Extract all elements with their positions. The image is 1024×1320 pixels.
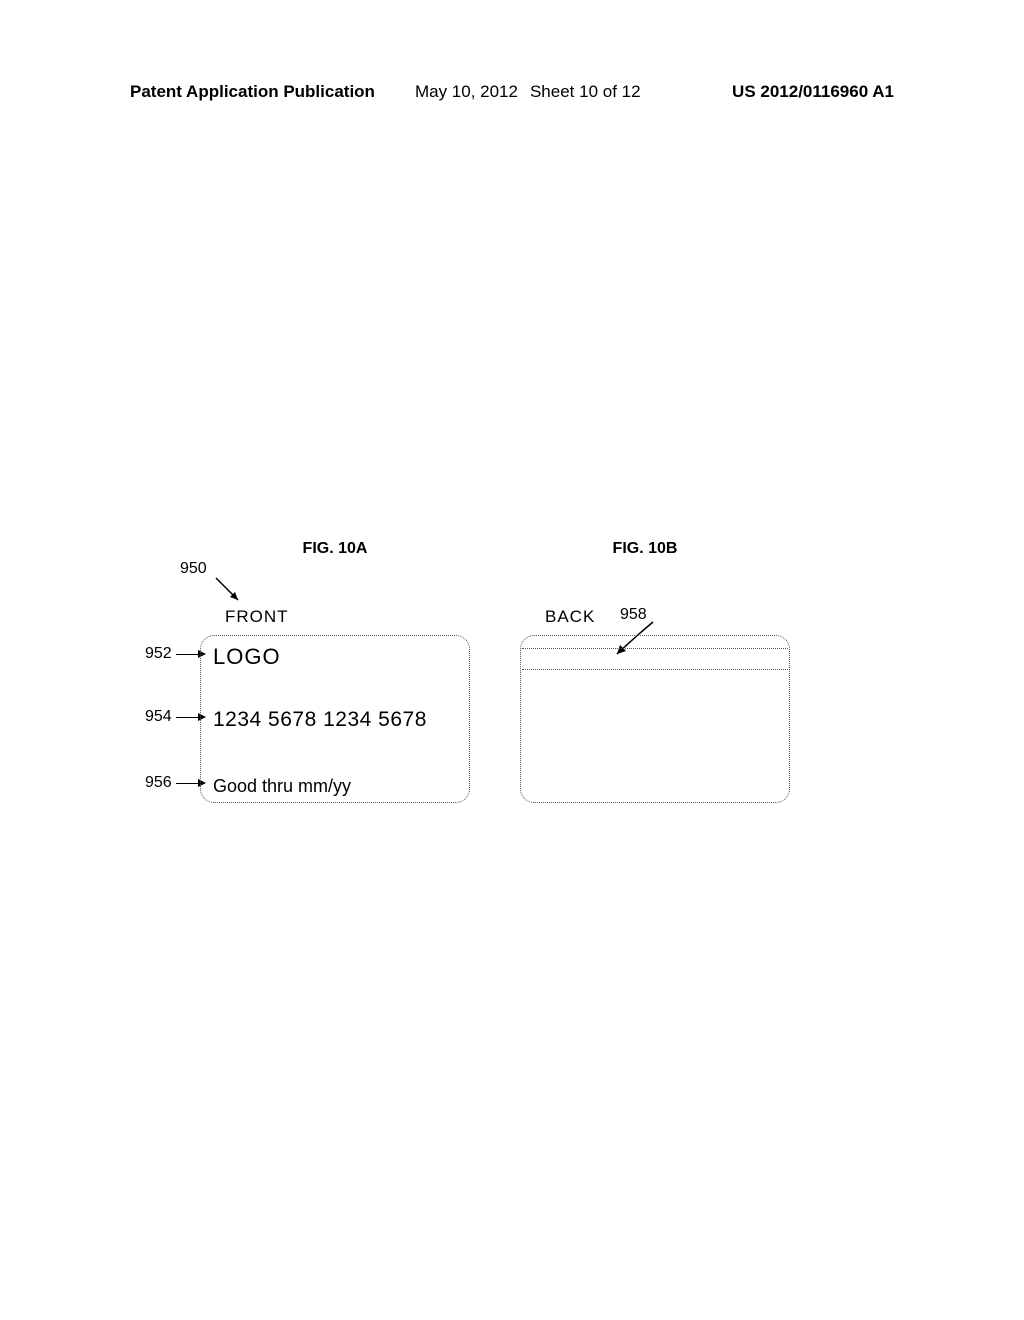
card-front: LOGO 1234 5678 1234 5678 Good thru mm/yy	[200, 635, 470, 803]
ref-956-leader	[176, 783, 198, 784]
ref-954-leader	[176, 717, 198, 718]
ref-950: 950	[180, 560, 211, 578]
figure-10b-title: FIG. 10B	[585, 540, 705, 558]
publication-date: May 10, 2012	[415, 82, 518, 102]
back-label: BACK	[545, 607, 595, 627]
publication-label: Patent Application Publication	[130, 82, 375, 102]
card-back	[520, 635, 790, 803]
ref-950-number: 950	[180, 560, 207, 578]
ref-950-arrow	[216, 578, 244, 606]
figure-10a-title: FIG. 10A	[275, 540, 395, 558]
card-logo: LOGO	[213, 644, 281, 670]
front-label: FRONT	[225, 607, 289, 627]
card-number: 1234 5678 1234 5678	[213, 708, 427, 732]
ref-954-number: 954	[145, 708, 172, 726]
card-magstripe	[522, 648, 788, 670]
ref-954: 954	[145, 708, 206, 726]
ref-956: 956	[145, 774, 206, 792]
ref-952-number: 952	[145, 645, 172, 663]
ref-956-number: 956	[145, 774, 172, 792]
publication-number: US 2012/0116960 A1	[641, 82, 894, 102]
sheet-number: Sheet 10 of 12	[530, 82, 641, 102]
card-good-thru: Good thru mm/yy	[213, 776, 351, 797]
ref-952: 952	[145, 645, 206, 663]
page-header: Patent Application Publication May 10, 2…	[0, 82, 1024, 102]
ref-952-leader	[176, 654, 198, 655]
